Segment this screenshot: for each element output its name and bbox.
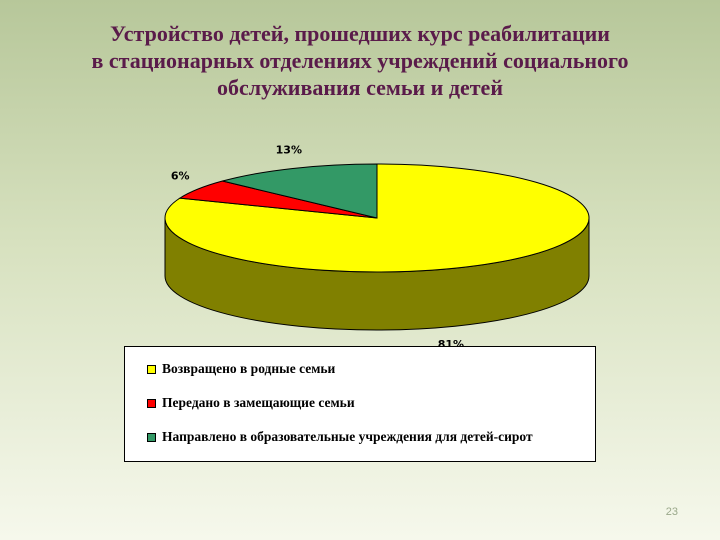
legend-item-3: Направлено в образовательные учреждения …: [147, 428, 533, 446]
slide-title-line-1: Устройство детей, прошедших курс реабили…: [110, 21, 610, 46]
legend-swatch-2: [147, 398, 156, 408]
legend-item-1: Возвращено в родные семьи: [147, 360, 335, 378]
chart-legend: Возвращено в родные семьи Передано в заме…: [124, 346, 596, 462]
page-number: 23: [665, 506, 678, 518]
legend-swatch-3: [147, 432, 156, 442]
legend-item-2: Передано в замещающие семьи: [147, 394, 355, 412]
pie-slice-3: [222, 163, 378, 219]
slide-title-line-2: в стационарных отделениях учреждений соц…: [91, 48, 629, 73]
slide-title-line-3: обслуживания семьи и детей: [217, 75, 503, 100]
slide-title: Устройство детей, прошедших курс реабили…: [40, 20, 680, 101]
pie-data-label-2: 6%: [171, 170, 190, 183]
pie-data-label-3: 13%: [276, 144, 302, 157]
legend-label-1: Возвращено в родные семьи: [162, 361, 336, 376]
legend-label-3: Направлено в образовательные учреждения …: [162, 429, 533, 444]
legend-swatch-1: [147, 364, 156, 374]
legend-label-2: Передано в замещающие семьи: [162, 395, 355, 410]
